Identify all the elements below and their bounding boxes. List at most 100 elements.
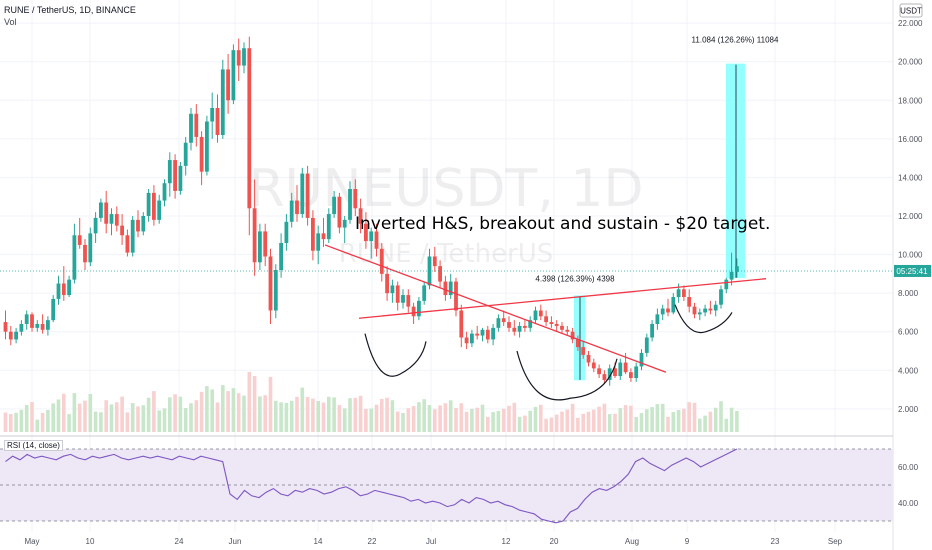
volume-bar <box>221 385 225 432</box>
candle <box>295 185 299 222</box>
candle <box>729 252 734 286</box>
candle <box>358 198 363 234</box>
candle <box>130 216 135 257</box>
candle <box>242 42 246 74</box>
candle <box>570 327 575 344</box>
candle-body <box>242 48 246 66</box>
candle <box>205 115 209 176</box>
rsi-label[interactable]: RSI (14, close) <box>4 440 63 451</box>
candle <box>273 264 278 319</box>
candle-body <box>544 316 548 323</box>
candle-body <box>14 331 18 340</box>
candle <box>194 104 199 147</box>
volume-bar <box>88 394 93 432</box>
candle-body <box>475 333 480 336</box>
volume-bar <box>199 391 204 432</box>
candle-body <box>597 368 601 375</box>
candle <box>597 364 601 378</box>
x-tick-label: 22 <box>368 537 377 546</box>
candle-body <box>3 322 8 332</box>
symbol-line[interactable]: RUNE / TetherUS, 1D, BINANCE <box>4 5 136 15</box>
measure-box-2 <box>726 63 745 279</box>
volume-bar <box>486 416 490 432</box>
volume-bar <box>597 406 601 432</box>
volume-bar <box>99 412 103 432</box>
candle-body <box>61 283 66 296</box>
candle <box>634 362 639 382</box>
volume-bar <box>205 386 209 432</box>
candle-body <box>390 285 395 294</box>
candle-body <box>252 208 257 263</box>
volume-bar <box>724 418 729 432</box>
candle <box>395 281 400 311</box>
candle-body <box>51 298 56 321</box>
candle-body <box>581 347 586 355</box>
candle <box>311 210 315 261</box>
candle <box>660 304 665 321</box>
candle-body <box>183 142 188 166</box>
volume-bar <box>183 408 188 432</box>
candle <box>432 246 437 272</box>
volume-bar <box>629 405 633 432</box>
candle <box>83 239 87 270</box>
volume-bar <box>24 405 29 432</box>
candle <box>470 329 474 348</box>
volume-bar <box>46 410 50 432</box>
volume-bar <box>369 408 373 432</box>
candle-body <box>8 331 13 340</box>
candle <box>549 316 554 328</box>
candle-body <box>67 279 71 296</box>
volume-bar <box>56 399 61 432</box>
volume-bar <box>146 397 151 432</box>
candle-body <box>464 337 469 344</box>
candle <box>46 316 50 336</box>
candle-body <box>231 50 236 101</box>
candle <box>146 189 151 222</box>
candle-body <box>205 121 209 172</box>
volume-bar <box>687 402 691 432</box>
candle-body <box>258 231 262 263</box>
y-tick-label: 14.000 <box>898 173 923 182</box>
candle-body <box>607 368 612 380</box>
volume-bar <box>533 406 538 432</box>
x-tick-label: 24 <box>175 537 184 546</box>
candle-body <box>342 219 347 228</box>
volume-bar <box>83 400 87 432</box>
candle-body <box>406 295 411 307</box>
candle-body <box>395 285 400 303</box>
candle <box>114 206 119 232</box>
volume-bar <box>348 398 352 432</box>
candle <box>565 325 570 336</box>
volume-bar <box>189 403 193 432</box>
candle <box>210 92 215 139</box>
x-tick-label: May <box>24 537 39 546</box>
candle <box>533 306 538 324</box>
volume-bar <box>385 397 389 432</box>
candle-body <box>703 308 707 313</box>
volume-bar <box>231 388 236 432</box>
candle <box>485 325 490 344</box>
candle <box>703 304 707 317</box>
candle-body <box>136 219 140 232</box>
candle <box>35 320 40 332</box>
volume-bar <box>496 410 501 432</box>
candle-body <box>613 368 617 377</box>
volume-bar <box>289 400 294 432</box>
volume-bar <box>539 404 543 432</box>
volume-bar <box>295 396 299 432</box>
y-tick-label: 20.000 <box>898 58 923 67</box>
candle <box>157 194 162 224</box>
candle-body <box>517 325 522 332</box>
measure-label-1: 4.398 (126.39%) 4398 <box>535 275 615 284</box>
candle-body <box>379 248 384 274</box>
candle <box>152 185 156 226</box>
volume-bar <box>417 402 421 432</box>
volume-bar <box>380 399 384 432</box>
candle-body <box>300 173 305 215</box>
volume-bar <box>692 402 697 432</box>
candle <box>8 325 13 346</box>
volume-bar <box>130 403 135 432</box>
volume-bar <box>454 408 458 432</box>
candle-body <box>671 297 676 313</box>
currency-badge[interactable] <box>899 3 923 18</box>
